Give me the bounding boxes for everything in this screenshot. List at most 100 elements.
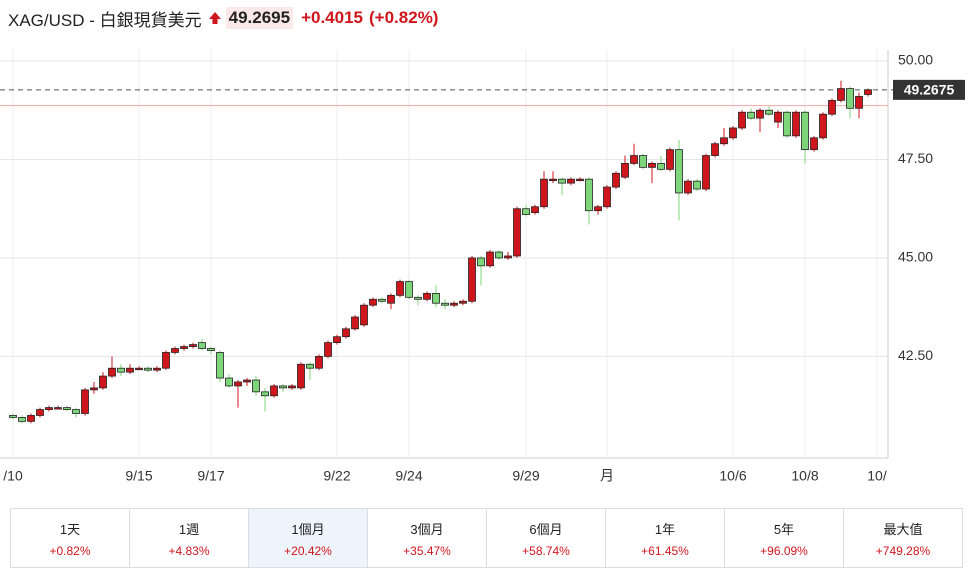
period-label: 1個月	[291, 521, 325, 537]
x-tick-label: 9/29	[512, 468, 539, 484]
x-tick-label: 9/22	[323, 468, 350, 484]
period-label: 1年	[654, 521, 676, 537]
candle	[549, 171, 557, 184]
candle-body	[333, 336, 341, 344]
candle	[855, 92, 863, 119]
candle	[729, 126, 737, 140]
candle-body	[819, 113, 827, 139]
candle-body	[747, 111, 755, 119]
candle	[261, 387, 269, 412]
candle	[774, 110, 782, 128]
candle-body	[540, 178, 548, 208]
candle-body	[693, 180, 701, 190]
candle-body	[423, 292, 431, 300]
candle-body	[603, 186, 611, 208]
candle-body	[657, 163, 665, 170]
candle-body	[630, 155, 638, 164]
candle-body	[666, 149, 674, 170]
candle-body	[216, 352, 224, 379]
candle-body	[810, 137, 818, 151]
candle	[738, 110, 746, 130]
period-tab[interactable]: 最大值 +749.28%	[844, 509, 962, 567]
candle	[684, 179, 692, 195]
candle-body	[549, 178, 557, 182]
candle-body	[729, 127, 737, 139]
candle	[522, 204, 530, 217]
period-tabs: 1天 +0.82% 1週 +4.83% 1個月 +20.42% 3個月 +35.47% 6個月 +…	[10, 508, 963, 568]
candle-body	[765, 109, 773, 115]
candle	[396, 279, 404, 298]
candle-body	[837, 88, 845, 101]
period-tab[interactable]: 5年 +96.09%	[725, 509, 844, 567]
period-tab[interactable]: 3個月 +35.47%	[368, 509, 487, 567]
candle-body	[612, 172, 620, 188]
period-change: +58.74%	[522, 543, 570, 558]
candle-body	[99, 375, 107, 389]
candle-body	[162, 352, 170, 369]
period-tab[interactable]: 1個月 +20.42%	[249, 509, 368, 567]
candle	[666, 147, 674, 172]
candle	[351, 315, 359, 331]
period-tab[interactable]: 1天 +0.82%	[11, 509, 130, 567]
candle	[297, 362, 305, 390]
chart: 42.50 45.00 47.50 50.00/10 9/15 9/17 9/22 9/24 9…	[0, 50, 965, 484]
candle	[612, 171, 620, 190]
candle	[711, 141, 719, 158]
candle	[441, 299, 449, 310]
candle-body	[225, 377, 233, 387]
candle-body	[432, 292, 440, 304]
candle	[621, 155, 629, 180]
candle	[801, 110, 809, 164]
candle	[405, 279, 413, 300]
candle-body	[198, 342, 206, 349]
candle	[783, 110, 791, 138]
period-tab[interactable]: 1年 +61.45%	[606, 509, 725, 567]
candle	[225, 374, 233, 388]
candle	[9, 413, 17, 420]
candle-body	[396, 281, 404, 296]
candle-body	[801, 111, 809, 151]
candle-body	[342, 328, 350, 338]
candle	[270, 383, 278, 398]
candle	[117, 364, 125, 377]
candle	[315, 354, 323, 371]
candle-body	[189, 344, 197, 347]
candle-body	[405, 281, 413, 298]
candle	[819, 112, 827, 140]
candle-body	[27, 415, 35, 422]
y-tick-label: 45.00	[898, 249, 933, 265]
candle-body	[450, 302, 458, 306]
period-label: 3個月	[410, 521, 444, 537]
candle-body	[828, 100, 836, 115]
candle	[81, 387, 89, 416]
candle	[72, 407, 80, 418]
candle-body	[324, 342, 332, 357]
price-tag	[893, 79, 965, 100]
candle-body	[504, 255, 512, 259]
period-tab[interactable]: 6個月 +58.74%	[487, 509, 606, 567]
period-tab[interactable]: 1週 +4.83%	[130, 509, 249, 567]
candle-body	[234, 381, 242, 387]
x-tick-label: 10/6	[719, 468, 746, 484]
candle	[180, 344, 188, 351]
candle	[720, 127, 728, 146]
candle-body	[756, 109, 764, 119]
candle	[333, 334, 341, 345]
candle-body	[261, 391, 269, 397]
candle-body	[9, 415, 17, 418]
candle	[657, 155, 665, 172]
candle-body	[72, 409, 80, 414]
period-change: +4.83%	[168, 543, 210, 558]
candle	[675, 139, 683, 221]
candle-body	[252, 379, 260, 393]
candle-body	[792, 111, 800, 137]
candle	[756, 108, 764, 132]
candle	[342, 326, 350, 339]
candle	[828, 98, 836, 117]
period-change: +749.28%	[875, 543, 931, 558]
candle-body	[738, 111, 746, 129]
candle-body	[486, 251, 494, 267]
candle-body	[477, 257, 485, 267]
candle	[864, 88, 872, 97]
candle-body	[288, 385, 296, 389]
